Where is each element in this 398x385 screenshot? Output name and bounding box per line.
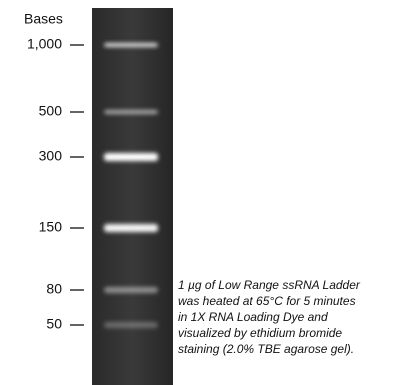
gel-band [104, 322, 158, 328]
marker-label: 50 [46, 316, 62, 332]
gel-lane [92, 8, 173, 385]
gel-band [104, 153, 158, 161]
marker-label: 300 [39, 148, 63, 164]
caption-line: visualized by ethidium bromide [178, 326, 342, 340]
caption-line: was heated at 65°C for 5 minutes [178, 294, 356, 308]
gel-band [104, 110, 158, 114]
gel-band [104, 287, 158, 293]
marker-label: 500 [39, 103, 63, 119]
gel-band [104, 224, 158, 232]
gel-band [104, 43, 158, 47]
caption-line: staining (2.0% TBE agarose gel). [178, 342, 354, 356]
marker-label: 80 [46, 281, 62, 297]
marker-label: 150 [39, 219, 63, 235]
axis-label: Bases [24, 11, 63, 27]
caption-line: in 1X RNA Loading Dye and [178, 310, 328, 324]
marker-label: 1,000 [27, 36, 62, 52]
caption-line: 1 µg of Low Range ssRNA Ladder [178, 278, 361, 292]
figure: Bases 1,000 500 300 150 80 50 1 µg of Low Rang… [0, 0, 398, 385]
gel-figure: Bases 1,000 500 300 150 80 50 1 µg of Low Rang… [0, 0, 398, 385]
